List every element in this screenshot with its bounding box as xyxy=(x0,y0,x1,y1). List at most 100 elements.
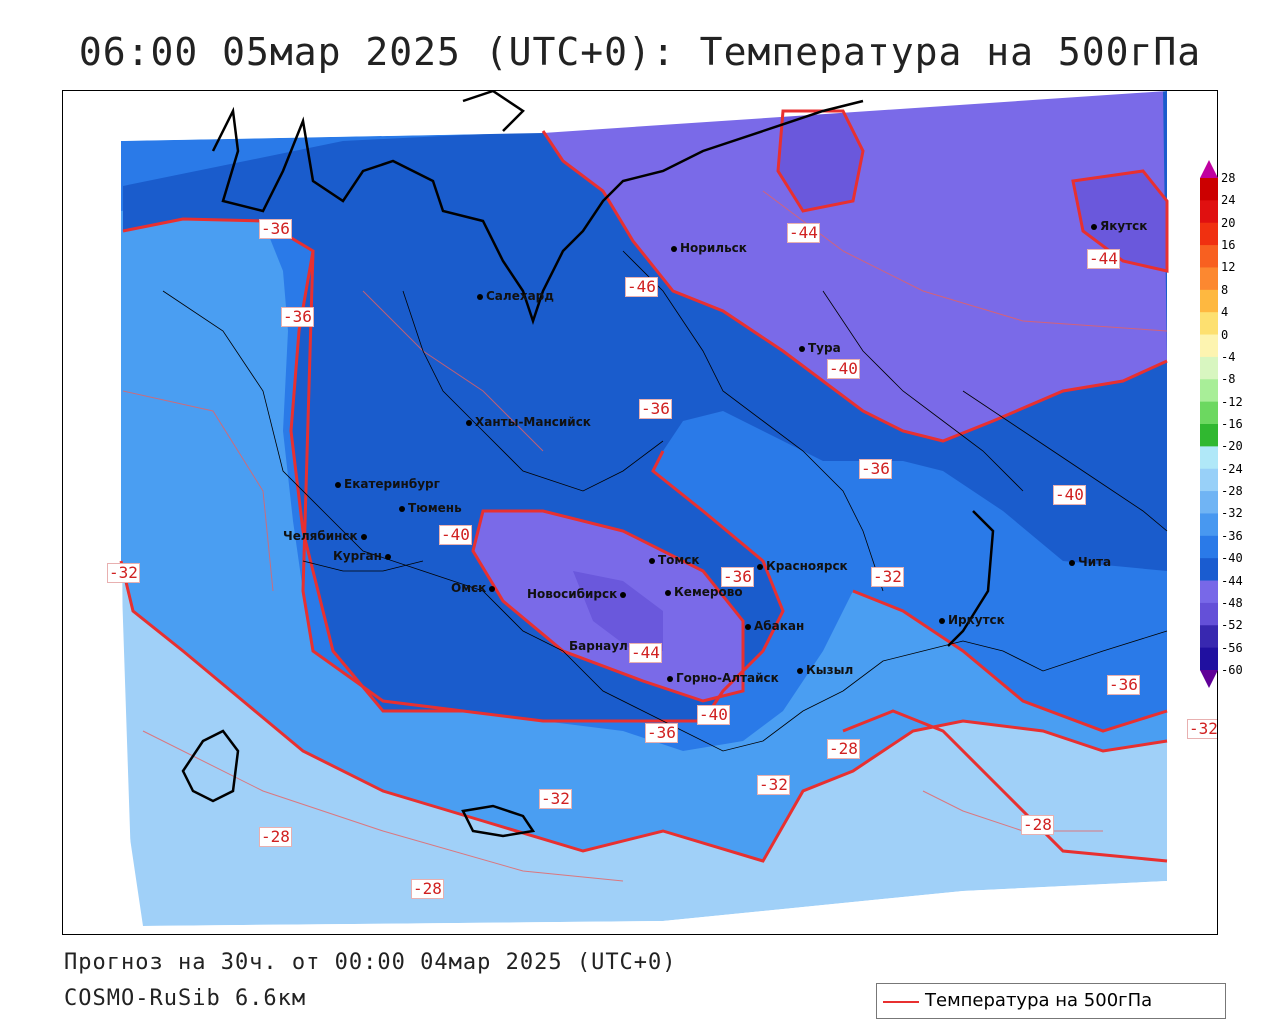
contour-label: -44 xyxy=(787,223,820,243)
city-kurgan: Курган xyxy=(333,549,394,563)
scale-swatch xyxy=(1200,356,1218,380)
city-tomsk: Томск xyxy=(649,553,700,567)
city-marker-icon xyxy=(360,533,367,540)
scale-swatch xyxy=(1200,513,1218,537)
scale-swatch xyxy=(1200,468,1218,492)
legend-label: Температура на 500гПа xyxy=(925,990,1153,1011)
city-kemerovo: Кемерово xyxy=(665,585,743,599)
city-chelyabinsk: Челябинск xyxy=(283,529,370,543)
contour-label: -32 xyxy=(1187,719,1218,739)
scale-swatch xyxy=(1200,178,1218,201)
city-marker-icon xyxy=(667,675,673,682)
city-chita: Чита xyxy=(1069,555,1111,569)
city-marker-icon xyxy=(757,563,763,570)
outside-domain-left xyxy=(63,91,133,934)
model-name: COSMO-RuSib 6.6км xyxy=(64,986,307,1011)
contour-label: -32 xyxy=(107,563,140,583)
scale-tick-label: -24 xyxy=(1221,461,1243,476)
coastlines xyxy=(181,91,995,838)
scale-swatch xyxy=(1200,379,1218,403)
scale-swatch xyxy=(1200,535,1218,559)
city-marker-icon xyxy=(477,293,483,300)
scale-tick-label: 28 xyxy=(1221,171,1236,185)
scale-swatch xyxy=(1200,558,1218,582)
scale-tick-label: -12 xyxy=(1221,394,1243,409)
scale-swatch xyxy=(1200,289,1218,313)
scale-swatch xyxy=(1200,334,1218,358)
scale-tick-label: -8 xyxy=(1221,372,1236,387)
city-marker-icon xyxy=(335,481,341,488)
city-omsk: Омск xyxy=(451,581,498,595)
scale-swatch xyxy=(1200,446,1218,470)
city-irkutsk: Иркутск xyxy=(939,613,1005,627)
city-kyzyl: Кызыл xyxy=(797,663,853,677)
contour-label: -44 xyxy=(629,643,662,663)
contour-label: -32 xyxy=(871,567,904,587)
scale-swatch xyxy=(1200,312,1218,336)
scale-tick-label: -44 xyxy=(1221,573,1243,588)
scale-swatch xyxy=(1200,267,1218,291)
city-khanty-mansiysk: Ханты-Мансийск xyxy=(466,415,591,429)
map-area[interactable]: Норильск Салехард Якутск Тура Ханты-Манс… xyxy=(62,90,1218,935)
scale-swatch xyxy=(1200,200,1218,224)
city-marker-icon xyxy=(399,505,405,512)
scale-swatch xyxy=(1200,602,1218,626)
contour-label: -28 xyxy=(259,827,292,847)
scale-swatch xyxy=(1200,647,1218,671)
contour-label: -36 xyxy=(259,219,292,239)
city-yakutsk: Якутск xyxy=(1091,219,1147,233)
scale-tick-label: 4 xyxy=(1221,305,1229,320)
contour-label: -32 xyxy=(539,789,572,809)
contour-label: -28 xyxy=(411,879,444,899)
region-borders xyxy=(162,250,1168,752)
scale-swatch xyxy=(1200,245,1218,268)
scale-tick-label: -28 xyxy=(1221,484,1243,499)
scale-swatch xyxy=(1200,580,1218,604)
scale-top-arrow-icon xyxy=(1200,160,1218,178)
scale-swatch xyxy=(1200,424,1218,447)
contour-label: -36 xyxy=(645,723,678,743)
scale-swatch xyxy=(1200,401,1218,425)
contour-label: -40 xyxy=(439,525,472,545)
scale-tick-label: -52 xyxy=(1221,618,1243,633)
scale-tick-label: -16 xyxy=(1221,417,1243,431)
contour-label: -44 xyxy=(1087,249,1120,269)
scale-bottom-arrow-icon xyxy=(1200,670,1218,688)
contour-label: -36 xyxy=(1107,675,1140,695)
city-novosibirsk: Новосибирск xyxy=(527,587,629,601)
city-marker-icon xyxy=(649,557,655,564)
outside-domain-top xyxy=(63,91,1167,141)
city-ekaterinburg: Екатеринбург xyxy=(335,477,440,491)
color-scale-bar xyxy=(1200,160,1218,688)
city-salekhard: Салехард xyxy=(477,289,554,303)
contour-label: -40 xyxy=(827,359,860,379)
city-marker-icon xyxy=(1069,559,1075,566)
city-tura: Тура xyxy=(799,341,841,355)
band-minus-44 xyxy=(543,91,1167,441)
color-scale-svg xyxy=(1200,160,1218,688)
forecast-info: Прогноз на 30ч. от 00:00 04мар 2025 (UTC… xyxy=(64,950,677,975)
scale-tick-label: -4 xyxy=(1221,349,1236,364)
contour-label: -28 xyxy=(1021,815,1054,835)
contour-lines xyxy=(119,109,1169,863)
band-minus-44-core xyxy=(573,571,663,651)
band-minus-48-yakutsk xyxy=(1073,171,1167,271)
scale-swatch xyxy=(1200,222,1218,246)
scale-tick-label: 8 xyxy=(1221,282,1229,297)
map-title: 06:00 05мар 2025 (UTC+0): Температура на… xyxy=(78,30,1202,74)
city-marker-icon xyxy=(939,617,945,624)
temperature-map xyxy=(63,91,1217,934)
city-marker-icon xyxy=(665,589,671,596)
scale-swatch xyxy=(1200,625,1218,649)
scale-tick-label: -60 xyxy=(1221,663,1243,677)
contour-label: -32 xyxy=(757,775,790,795)
contour-label: -46 xyxy=(625,277,658,297)
contour-label: -40 xyxy=(697,705,730,725)
contour-label: -36 xyxy=(721,567,754,587)
contour-label: -40 xyxy=(1053,485,1086,505)
contour-label: -36 xyxy=(281,307,314,327)
legend-box: Температура на 500гПа xyxy=(876,983,1226,1019)
scale-tick-label: 20 xyxy=(1221,215,1236,230)
scale-tick-label: 12 xyxy=(1221,260,1236,275)
legend-line-icon xyxy=(883,1001,919,1003)
